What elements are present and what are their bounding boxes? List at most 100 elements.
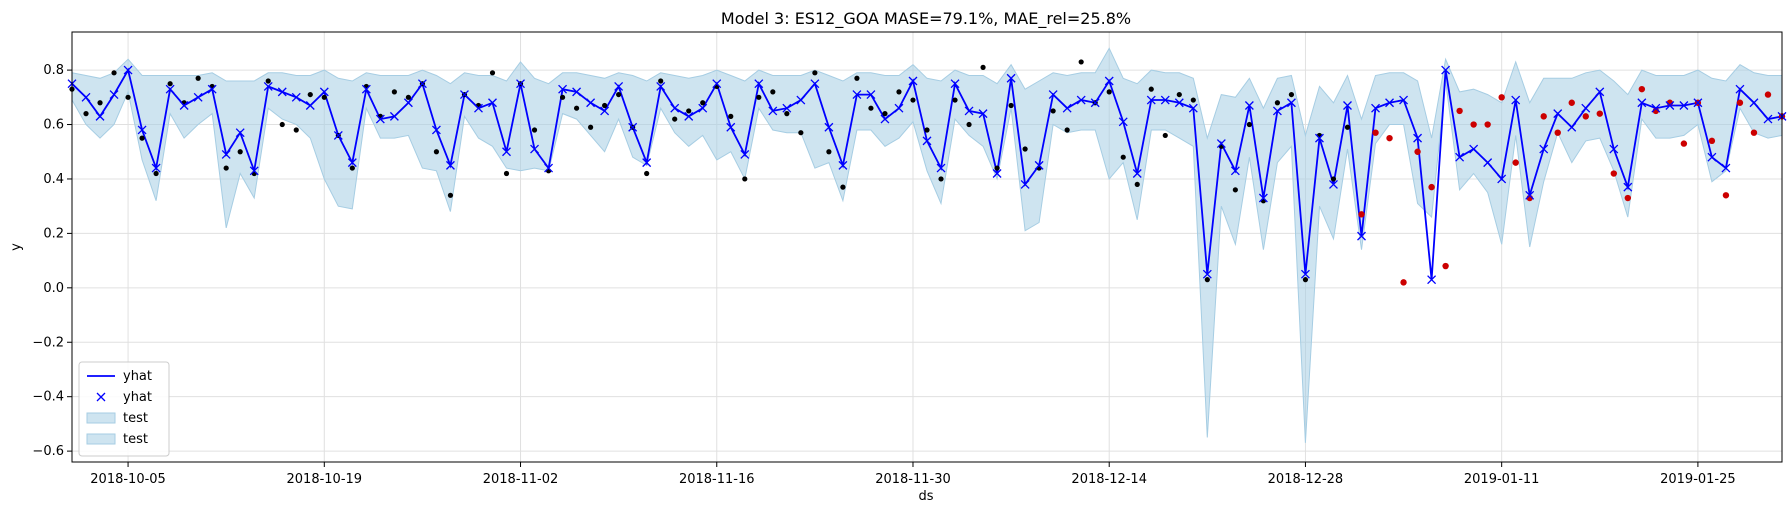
actual-point: [391, 89, 397, 95]
yhat-marker: [291, 92, 301, 102]
yhat-marker: [1455, 152, 1465, 162]
yhat-marker: [1497, 174, 1507, 184]
yhat-marker: [502, 147, 511, 157]
yhat-marker: [109, 90, 119, 100]
yhat-marker: [1763, 114, 1773, 124]
yhat-marker: [1286, 98, 1296, 108]
yhat-marker: [782, 103, 792, 113]
yhat-marker: [1062, 103, 1072, 113]
legend-label: test: [123, 411, 148, 426]
yhat-marker: [908, 76, 918, 86]
yhat-marker: [1090, 98, 1100, 108]
actual-point: [167, 81, 173, 87]
legend-label: test: [123, 432, 148, 447]
yhat-marker: [445, 160, 455, 170]
legend-band-swatch: [86, 412, 116, 424]
yhat-marker: [1146, 95, 1156, 105]
actual-point: [433, 149, 440, 155]
yhat-marker: [137, 125, 147, 135]
actual-point: [1022, 146, 1028, 152]
yhat-marker: [221, 150, 231, 159]
yhat-marker: [642, 158, 652, 168]
y-tick-label: 0.4: [43, 172, 64, 187]
yhat-marker: [389, 111, 399, 121]
actual-point: [349, 165, 355, 171]
yhat-marker: [950, 79, 960, 89]
test-point: [1736, 99, 1744, 106]
yhat-marker: [1258, 193, 1268, 203]
test-point: [1512, 159, 1519, 166]
test-point: [1442, 262, 1449, 270]
actual-point: [616, 91, 622, 98]
yhat-marker: [516, 79, 525, 89]
actual-point: [405, 94, 411, 100]
yhat-marker: [1679, 101, 1689, 110]
yhat-marker: [684, 111, 694, 121]
actual-point: [1246, 121, 1252, 128]
yhat-marker: [1665, 101, 1675, 110]
actual-point: [588, 124, 594, 130]
actual-point: [882, 111, 888, 117]
actual-point: [938, 176, 944, 182]
yhat-marker: [179, 101, 189, 110]
test-point: [1470, 121, 1477, 128]
actual-point: [125, 94, 131, 100]
yhat-marker: [431, 125, 441, 135]
actual-point: [1330, 176, 1337, 182]
actual-point: [503, 170, 510, 177]
yhat-marker: [1174, 98, 1184, 108]
test-point: [1428, 183, 1435, 191]
yhat-marker: [572, 87, 582, 97]
yhat-marker: [1539, 144, 1549, 154]
yhat-marker: [894, 103, 904, 113]
yhat-marker: [1104, 76, 1114, 86]
actual-point: [994, 165, 1000, 171]
yhat-marker: [586, 98, 596, 108]
yhat-marker: [1202, 269, 1212, 279]
yhat-marker: [474, 103, 483, 113]
yhat-marker: [81, 92, 91, 102]
actual-point: [1064, 127, 1070, 133]
y-tick-label: −0.6: [32, 444, 64, 459]
actual-point: [924, 127, 930, 133]
yhat-marker: [333, 130, 343, 140]
yhat-marker: [1595, 87, 1605, 97]
yhat-marker: [1048, 90, 1058, 100]
yhat-marker: [1300, 269, 1310, 279]
legend-band-swatch: [86, 433, 116, 445]
y-axis-ticks: −0.6 −0.4 −0.2 0.0 0.2 0.4 0.6 0.8: [32, 63, 72, 459]
yhat-marker: [207, 84, 217, 94]
test-point: [1484, 121, 1491, 128]
yhat-marker: [1357, 231, 1366, 241]
actual-point: [854, 75, 860, 81]
actual-point: [602, 102, 608, 109]
test-point: [1764, 91, 1772, 98]
yhat-marker: [1637, 98, 1647, 108]
actual-point: [1190, 97, 1196, 103]
yhat-marker: [1511, 95, 1521, 105]
yhat-marker: [1244, 101, 1254, 110]
legend-label: yhat: [123, 390, 152, 405]
actual-point: [1162, 132, 1168, 139]
test-point: [1722, 192, 1730, 199]
x-tick-label: 2018-12-14: [1071, 472, 1147, 487]
test-point: [1582, 113, 1589, 120]
yhat-marker: [1315, 133, 1324, 143]
actual-point: [1078, 59, 1084, 65]
yhat-marker: [1525, 190, 1535, 200]
yhat-marker: [347, 158, 357, 168]
yhat-marker: [1483, 158, 1493, 168]
yhat-marker: [319, 87, 329, 97]
test-point: [1554, 129, 1561, 136]
yhat-marker: [459, 90, 469, 100]
yhat-marker: [1034, 160, 1044, 170]
yhat-marker: [1160, 95, 1170, 105]
x-tick-label: 2018-11-02: [483, 472, 559, 487]
actual-point: [686, 108, 692, 114]
yhat-marker: [1272, 106, 1282, 116]
yhat-marker: [1371, 103, 1380, 113]
yhat-marker: [488, 98, 497, 108]
yhat-marker: [768, 106, 778, 116]
actual-point: [1134, 181, 1140, 188]
